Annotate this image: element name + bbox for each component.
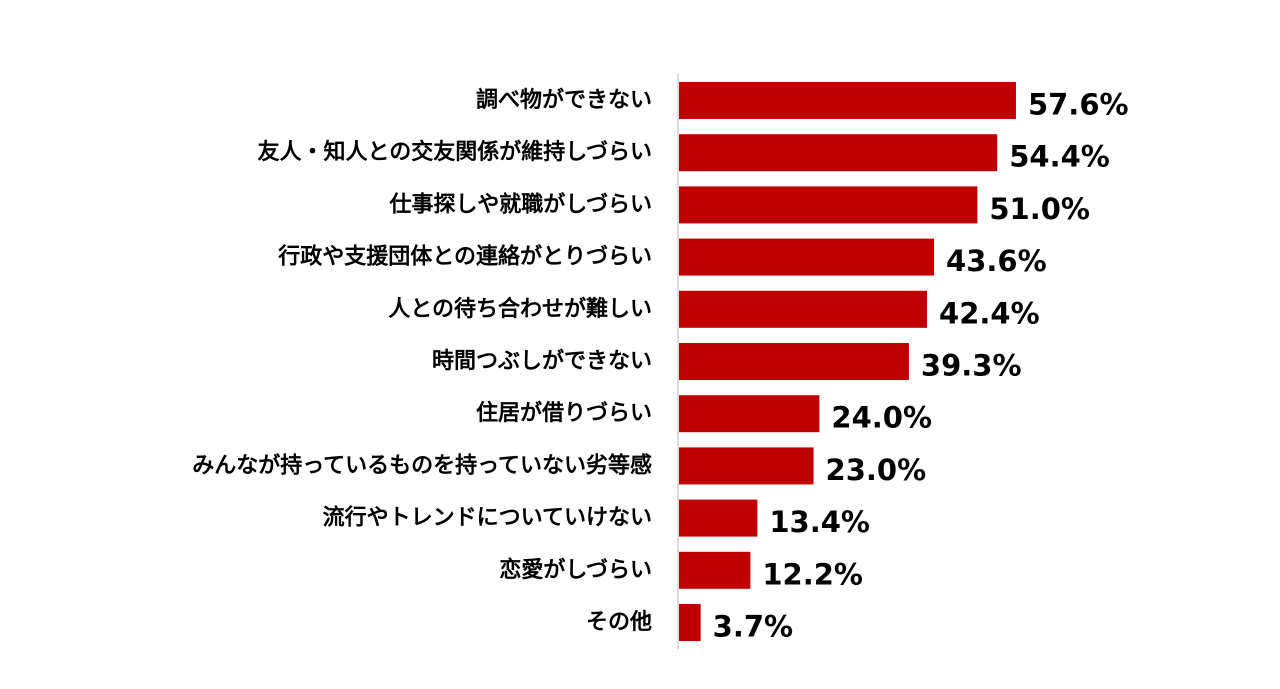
category-label-0: 調べ物ができない <box>476 87 652 113</box>
value-label-7: 23.0% <box>826 453 927 487</box>
bar-6 <box>679 395 820 433</box>
bar-5 <box>679 343 909 380</box>
bars-group <box>679 82 1016 641</box>
value-label-0: 57.6% <box>1028 88 1129 122</box>
category-label-9: 恋愛がしづらい <box>499 557 652 583</box>
category-label-1: 友人・知人との交友関係が維持しづらい <box>258 139 652 165</box>
category-label-5: 時間つぶしができない <box>432 348 652 374</box>
value-label-6: 24.0% <box>831 401 932 435</box>
value-labels-group: 57.6% 54.4% 51.0% 43.6% 42.4% 39.3% 24.0% 23.0%… <box>713 88 1129 644</box>
category-label-8: 流行やトレンドについていけない <box>323 505 652 531</box>
category-label-3: 行政や支援団体との連絡がとりづらい <box>277 244 652 270</box>
bar-2 <box>679 186 978 224</box>
bar-4 <box>679 290 928 328</box>
bar-10 <box>679 604 701 641</box>
bar-3 <box>679 238 935 276</box>
category-label-4: 人との待ち合わせが難しい <box>388 296 652 322</box>
value-label-9: 12.2% <box>762 557 863 591</box>
value-label-4: 42.4% <box>939 296 1040 330</box>
bar-7 <box>679 447 814 485</box>
value-label-5: 39.3% <box>921 349 1022 383</box>
category-label-2: 仕事探しや就職がしづらい <box>389 191 652 217</box>
bar-8 <box>679 499 758 537</box>
value-label-3: 43.6% <box>946 244 1047 278</box>
category-label-7: みんなが持っているものを持っていない劣等感 <box>192 452 652 478</box>
bar-1 <box>679 134 998 172</box>
value-label-1: 54.4% <box>1009 140 1110 174</box>
category-label-6: 住居が借りづらい <box>476 400 652 426</box>
value-label-8: 13.4% <box>769 505 870 539</box>
bar-0 <box>679 82 1016 119</box>
value-label-10: 3.7% <box>713 610 793 644</box>
category-label-10: その他 <box>586 610 652 635</box>
category-labels-group: 調べ物ができない友人・知人との交友関係が維持しづらい仕事探しや就職がしづらい行政… <box>192 87 652 635</box>
bar-9 <box>679 551 751 589</box>
value-label-2: 51.0% <box>989 192 1090 226</box>
